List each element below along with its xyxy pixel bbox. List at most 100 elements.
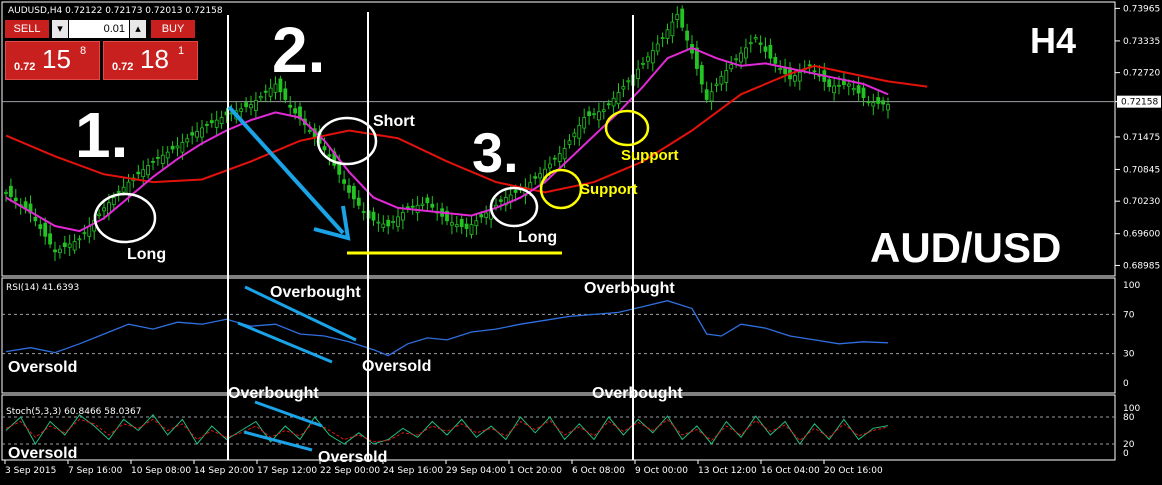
candlestick xyxy=(459,214,464,235)
candlestick xyxy=(8,178,13,202)
rsi-tick-label: 100 xyxy=(1123,281,1140,291)
candlestick xyxy=(170,141,175,154)
candlestick xyxy=(214,110,219,137)
candlestick xyxy=(773,53,778,73)
candlestick xyxy=(753,34,758,43)
time-tick-label: 3 Sep 2015 xyxy=(5,466,56,476)
candlestick xyxy=(650,41,655,72)
stoch-overbought-label-2: Overbought xyxy=(592,385,683,402)
candlestick xyxy=(876,89,881,110)
sell-quote-prefix: 0.72 xyxy=(14,61,36,73)
stoch-main-line xyxy=(5,414,889,445)
candlestick xyxy=(141,160,146,186)
candlestick xyxy=(23,197,28,214)
time-tick-label: 14 Sep 20:00 xyxy=(194,466,254,476)
candlestick xyxy=(131,174,136,188)
candlestick xyxy=(273,76,278,100)
candlestick xyxy=(597,102,601,129)
candlestick xyxy=(33,208,38,227)
candlestick xyxy=(449,213,454,235)
price-tick-label: 0.70845 xyxy=(1123,165,1160,175)
candlestick xyxy=(151,157,155,171)
candlestick xyxy=(263,84,268,102)
buy-quote-prefix: 0.72 xyxy=(112,61,134,73)
candlestick xyxy=(454,216,459,233)
stoch-signal-line xyxy=(5,418,889,443)
candlestick xyxy=(445,206,449,226)
step-label-1: 1. xyxy=(75,99,128,171)
candlestick xyxy=(200,119,204,146)
rsi-overbought-label-1: Overbought xyxy=(270,284,361,301)
candlestick xyxy=(204,121,209,134)
candlestick xyxy=(557,145,562,168)
long-circle-2 xyxy=(489,186,539,228)
candlestick xyxy=(121,178,126,196)
stoch-tick-label: 100 xyxy=(1123,404,1140,414)
candlestick xyxy=(846,79,851,96)
candlestick xyxy=(474,212,479,235)
trade-panel: SELL ▾ ▴ BUY 0.72 15 8 0.72 18 1 xyxy=(5,20,199,80)
candlestick xyxy=(866,95,871,107)
rsi-title: RSI(14) 41.6393 xyxy=(6,283,79,293)
candlestick xyxy=(268,78,273,103)
candlestick xyxy=(425,194,430,213)
rsi-tick-label: 0 xyxy=(1123,379,1129,389)
timeframe-label: H4 xyxy=(1030,20,1076,61)
candlestick xyxy=(386,215,391,235)
lot-decrease-button[interactable]: ▾ xyxy=(52,20,68,38)
candlestick xyxy=(371,207,376,226)
candlestick xyxy=(768,38,773,65)
rsi-oversold-label-1: Oversold xyxy=(8,359,77,376)
price-tick-label: 0.73335 xyxy=(1123,37,1160,47)
candlestick xyxy=(636,59,640,88)
step-label-2: 2. xyxy=(272,14,325,86)
candlestick xyxy=(136,164,141,181)
lot-increase-button[interactable]: ▴ xyxy=(130,20,146,38)
time-tick-label: 1 Oct 20:00 xyxy=(509,466,562,476)
candlestick xyxy=(655,35,660,56)
candlestick xyxy=(533,172,538,185)
stoch-overbought-label-1: Overbought xyxy=(228,385,319,402)
candlestick xyxy=(783,58,787,83)
axis-layer: 0.739650.733350.727200.721580.714750.708… xyxy=(4,4,1161,476)
rsi-layer xyxy=(2,300,1115,357)
candlestick xyxy=(572,128,577,146)
candlestick xyxy=(67,234,72,257)
short-circle xyxy=(316,116,378,166)
candlestick xyxy=(592,107,596,119)
candlestick xyxy=(288,96,293,117)
buy-quote[interactable]: 0.72 18 1 xyxy=(103,41,198,80)
candlestick xyxy=(503,189,508,212)
candlestick xyxy=(62,236,67,254)
candlestick xyxy=(538,166,542,187)
candlestick xyxy=(219,110,224,129)
candlestick xyxy=(356,190,361,210)
candlestick xyxy=(283,81,288,104)
sell-quote[interactable]: 0.72 15 8 xyxy=(5,41,100,80)
candlestick xyxy=(381,215,386,232)
sell-button[interactable]: SELL xyxy=(5,20,49,38)
rsi-overbought-label-2: Overbought xyxy=(584,280,675,297)
price-tick-label: 0.71475 xyxy=(1123,133,1160,143)
short-label: Short xyxy=(373,113,415,130)
stoch-layer xyxy=(2,414,1115,445)
price-tick-label: 0.70230 xyxy=(1123,197,1160,207)
buy-button[interactable]: BUY xyxy=(151,20,195,38)
candlestick xyxy=(160,146,165,170)
candlestick xyxy=(410,198,415,215)
candlestick xyxy=(209,113,214,128)
candlestick xyxy=(680,5,685,32)
candlestick xyxy=(391,215,396,230)
lot-size-input[interactable] xyxy=(69,20,129,38)
candlestick xyxy=(165,146,170,168)
candlestick xyxy=(587,106,591,125)
candlestick xyxy=(695,40,699,76)
candlestick xyxy=(685,23,689,50)
stoch-tick-label: 20 xyxy=(1123,440,1135,450)
candlestick xyxy=(48,224,52,249)
candlestick xyxy=(405,202,410,213)
candlestick xyxy=(621,79,626,98)
trend-arrow xyxy=(227,105,345,235)
slow-moving-average-line xyxy=(5,64,928,194)
candlestick xyxy=(13,188,18,209)
